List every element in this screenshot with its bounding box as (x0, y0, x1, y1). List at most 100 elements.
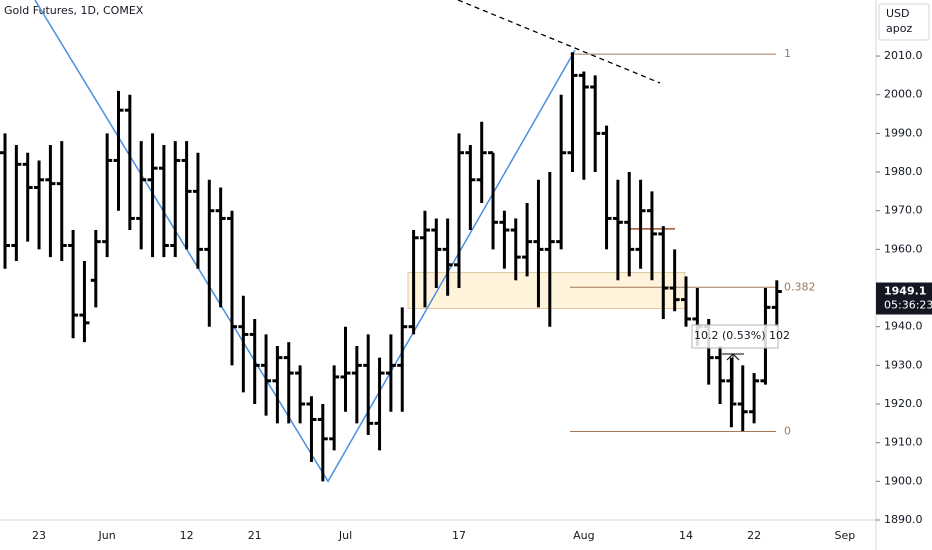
y-tick-label: 1890.0 (884, 513, 923, 526)
x-tick-label: 22 (747, 529, 761, 542)
ohlc-bar (158, 144, 169, 258)
x-tick-label: Jun (98, 529, 116, 542)
ohlc-bar (113, 90, 124, 211)
fib-label: 1 (784, 47, 791, 60)
y-tick-label: 1920.0 (884, 397, 923, 410)
y-tick-label: 1910.0 (884, 436, 923, 449)
unit: apoz (886, 22, 912, 35)
ohlc-bar (0, 133, 10, 269)
y-tick-label: 1970.0 (884, 204, 923, 217)
ohlc-bar (295, 365, 306, 424)
ohlc-bar (351, 346, 362, 424)
ohlc-bar (635, 179, 646, 269)
ohlc-bar (590, 75, 601, 173)
ohlc-bar (136, 141, 147, 250)
ohlc-bar (79, 260, 90, 343)
ohlc-bar (556, 94, 567, 250)
ohlc-bar (408, 230, 419, 335)
chart-title: Gold Futures, 1D, COMEX (4, 4, 144, 17)
y-tick-label: 1930.0 (884, 358, 923, 371)
x-tick-label: 21 (248, 529, 262, 542)
ohlc-bar (249, 318, 260, 405)
measure-label: 10.2 (0.53%) 102 (694, 329, 790, 342)
fib-label: 0 (784, 424, 791, 437)
x-tick-label: 17 (452, 529, 466, 542)
countdown: 05:36:23 (884, 299, 932, 312)
y-tick-label: 1960.0 (884, 242, 923, 255)
ohlc-bar (510, 218, 521, 281)
ohlc-bar (363, 334, 374, 435)
ohlc-bar (533, 179, 544, 308)
ohlc-bar (34, 160, 45, 250)
ohlc-bar (715, 346, 726, 405)
ohlc-bar (170, 141, 181, 258)
price-label: 1949.1 (884, 285, 926, 298)
x-tick-label: 12 (180, 529, 194, 542)
x-tick-label: 23 (32, 529, 46, 542)
ohlc-bar (488, 151, 499, 250)
price-label-box (876, 282, 932, 315)
fib-label: 0.382 (784, 280, 816, 293)
price-zone (407, 272, 686, 310)
y-tick-label: 2000.0 (884, 88, 923, 101)
ohlc-bar (658, 226, 669, 319)
ohlc-bar (306, 396, 317, 463)
y-tick-label: 1900.0 (884, 474, 923, 487)
ohlc-bar (612, 179, 623, 281)
ohlc-bar (499, 210, 510, 269)
ohlc-bar (771, 280, 782, 327)
ohlc-bar (329, 365, 340, 451)
ohlc-bar (283, 342, 294, 424)
ohlc-bar (272, 346, 283, 424)
currency-box[interactable] (878, 3, 930, 41)
ohlc-bar (624, 172, 635, 277)
ohlc-bar (397, 307, 408, 412)
ohlc-bar (124, 94, 135, 231)
ohlc-bar (374, 357, 385, 451)
ohlc-bar (181, 141, 192, 250)
ohlc-bar (340, 326, 351, 412)
x-tick-label: Sep (835, 529, 856, 542)
ohlc-bar (419, 210, 430, 308)
ohlc-bar (567, 52, 578, 173)
ohlc-bar (45, 144, 56, 258)
ohlc-bar (261, 334, 272, 416)
ohlc-bar (90, 230, 101, 308)
ohlc-bar (215, 187, 226, 308)
x-tick-label: 14 (679, 529, 693, 542)
ohlc-bar (385, 334, 396, 412)
measure-arrow (722, 353, 744, 402)
currency: USD (886, 7, 910, 20)
dashed-trendline (457, 0, 661, 84)
ohlc-bar (22, 152, 33, 242)
measure-box (691, 324, 779, 349)
ohlc-bar (544, 172, 555, 327)
y-tick-label: 1980.0 (884, 165, 923, 178)
ohlc-bar (431, 218, 442, 289)
x-tick-label: Jul (338, 529, 352, 542)
ohlc-bar (646, 191, 657, 281)
ohlc-bar (11, 144, 22, 261)
ohlc-bar (227, 210, 237, 366)
y-tick-label: 2010.0 (884, 49, 923, 62)
x-tick-label: Aug (573, 529, 594, 542)
y-tick-label: 1940.0 (884, 320, 923, 333)
ohlc-bar (56, 141, 67, 261)
y-tick-label: 1990.0 (884, 126, 923, 139)
ohlc-bar (749, 373, 760, 424)
ohlc-bar (465, 144, 476, 231)
ohlc-bar (476, 121, 487, 203)
ohlc-bar (669, 249, 680, 312)
ohlc-bar (578, 71, 589, 180)
ohlc-bar (454, 133, 464, 289)
ohlc-bar (317, 404, 328, 482)
ohlc-bar (726, 357, 737, 428)
ohlc-bar (68, 230, 79, 339)
ohlc-bar (147, 133, 158, 258)
ohlc-bar (442, 218, 453, 296)
ohlc-bar (102, 133, 113, 258)
ohlc-bar (737, 365, 748, 432)
ohlc-bar (192, 152, 203, 269)
ohlc-bar (522, 202, 533, 277)
ohlc-bar (204, 179, 215, 327)
